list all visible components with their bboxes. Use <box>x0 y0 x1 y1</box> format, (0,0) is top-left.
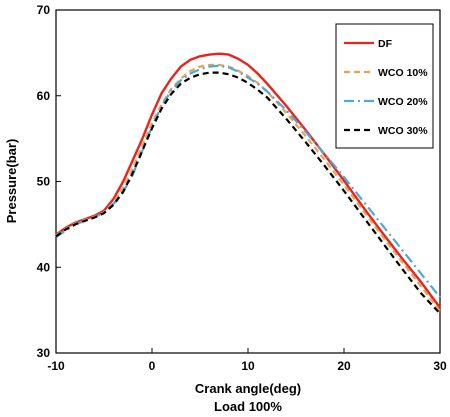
x-tick-label: -10 <box>47 359 65 373</box>
x-tick-label: 30 <box>433 359 447 373</box>
y-tick-label: 40 <box>37 260 51 274</box>
y-tick-label: 30 <box>37 346 51 360</box>
series-line-1 <box>55 52 441 309</box>
y-axis-title: Pressure(bar) <box>4 139 19 224</box>
chart-subtitle: Load 100% <box>214 399 282 414</box>
x-axis-title: Crank angle(deg) <box>195 381 301 396</box>
y-tick-label: 60 <box>37 89 51 103</box>
y-tick-label: 50 <box>37 175 51 189</box>
series-layer <box>55 52 441 315</box>
series-line-2 <box>55 63 441 312</box>
x-tick-label: 10 <box>241 359 255 373</box>
x-tick-label: 20 <box>337 359 351 373</box>
series-line-4 <box>55 71 441 315</box>
legend-label-3: WCO 20% <box>378 96 428 108</box>
plot-area: -10 0 10 20 30 30 40 50 60 70 <box>37 3 447 373</box>
legend-label-1: DF <box>378 38 393 50</box>
x-tick-label: 0 <box>149 359 156 373</box>
legend-box <box>335 23 434 149</box>
tick-layer: -10 0 10 20 30 30 40 50 60 70 <box>37 3 447 373</box>
y-tick-label: 70 <box>37 3 51 17</box>
legend: DF WCO 10% WCO 20% WCO 30% <box>335 23 434 149</box>
legend-label-4: WCO 30% <box>378 125 428 137</box>
legend-label-2: WCO 10% <box>378 67 428 79</box>
